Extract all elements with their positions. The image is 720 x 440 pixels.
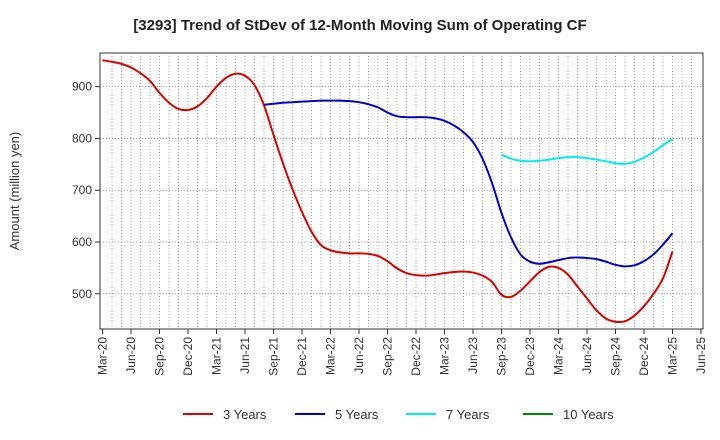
x-tick-label: Jun-24 [580,337,594,374]
legend-item-5-years: 5 Years [295,407,379,422]
legend: 3 Years 5 Years 7 Years 10 Years [183,407,614,422]
grid-lines [100,53,703,329]
x-tick-label: Mar-23 [438,337,452,375]
legend-label: 7 Years [446,407,490,422]
x-tick-label: Sep-23 [495,337,509,376]
x-tick-label: Mar-20 [96,337,110,375]
series-line-7-years [501,138,674,165]
x-tick-label: Dec-21 [295,337,309,376]
y-tick-label: 700 [72,183,92,197]
x-tick-label: Jun-21 [238,337,252,374]
x-tick-label: Jun-22 [352,337,366,374]
x-tick-label: Dec-23 [523,337,537,376]
legend-item-7-years: 7 Years [406,407,490,422]
y-tick-label: 500 [72,287,92,301]
x-tick-label: Dec-22 [409,337,423,376]
x-tick-label: Mar-21 [210,337,224,375]
legend-item-3-years: 3 Years [183,407,267,422]
legend-label: 5 Years [335,407,379,422]
series-line-3-years [102,59,674,324]
x-tick-label: Sep-20 [153,337,167,376]
x-tick-label: Sep-21 [267,337,281,376]
series-line-5-years [263,99,674,268]
legend-label: 3 Years [223,407,267,422]
y-tick-label: 900 [72,80,92,94]
x-tick-label: Jun-25 [694,337,708,374]
y-axis-label: Amount (million yen) [7,132,22,251]
chart-title: [3293] Trend of StDev of 12-Month Moving… [133,17,586,34]
x-tick-label: Sep-24 [609,337,623,376]
y-tick-label: 800 [72,131,92,145]
x-tick-label: Mar-22 [324,337,338,375]
x-tick-label: Jun-20 [124,337,138,374]
x-tick-label: Dec-20 [181,337,195,376]
plot-frame [99,52,704,330]
plot-area [99,52,704,330]
y-tick-label: 600 [72,235,92,249]
y-axis-ticks: 500 600 700 800 900 [72,80,100,301]
series-lines [102,59,674,324]
legend-label: 10 Years [563,407,614,422]
x-axis-ticks: Mar-20 Jun-20 Sep-20 Dec-20 Mar-21 Jun-21 Sep-… [96,329,708,376]
legend-item-10-years: 10 Years [523,407,614,422]
x-tick-label: Dec-24 [637,337,651,376]
x-tick-label: Jun-23 [466,337,480,374]
x-tick-label: Mar-24 [552,337,566,375]
x-tick-label: Sep-22 [381,337,395,376]
x-tick-label: Mar-25 [666,337,680,375]
